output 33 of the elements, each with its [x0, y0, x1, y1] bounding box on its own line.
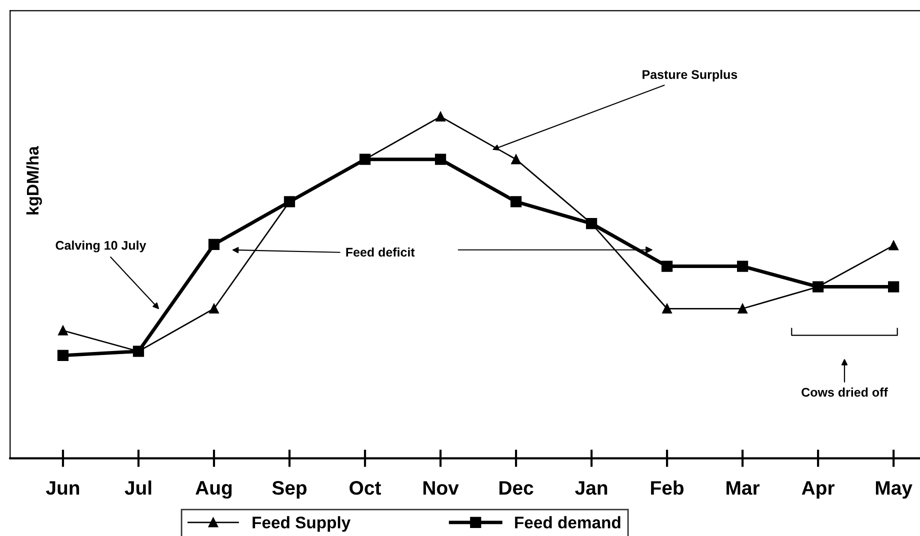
x-tick-label: Apr — [802, 481, 835, 499]
x-tick-label: Mar — [726, 481, 760, 495]
point — [662, 304, 672, 314]
x-tick-label: Sep — [272, 481, 307, 499]
x-tick-label: Jan — [575, 481, 608, 495]
legend-label: Feed Supply — [252, 516, 351, 532]
x-tick-label: Nov — [423, 481, 459, 495]
point — [209, 304, 219, 314]
point — [737, 260, 748, 272]
point — [57, 350, 69, 361]
point — [436, 112, 446, 122]
x-tick-label: Oct — [350, 481, 381, 495]
point — [510, 196, 522, 208]
annotation: Calving 10 July — [56, 240, 146, 252]
x-tick-label: May — [876, 481, 912, 499]
text: Pasture Surplus — [642, 70, 738, 82]
x-tick-label: Jul — [124, 480, 152, 495]
point — [888, 240, 898, 250]
y-axis-title: kgDM/ha — [26, 146, 42, 214]
annotation: Cows dried off — [802, 388, 888, 397]
point — [434, 154, 446, 165]
point — [738, 304, 748, 314]
x-tick-label: Feb — [651, 480, 684, 495]
point — [208, 238, 220, 250]
point — [888, 281, 900, 292]
point — [58, 326, 68, 336]
x-tick-label: Dec — [499, 481, 534, 495]
point — [661, 260, 673, 272]
annotation: Feed deficit — [346, 247, 415, 257]
legend-label: Feed demand — [515, 516, 620, 528]
point — [511, 154, 521, 164]
x-tick-label: Jun — [46, 481, 80, 495]
x-tick-label: Aug — [196, 481, 232, 499]
